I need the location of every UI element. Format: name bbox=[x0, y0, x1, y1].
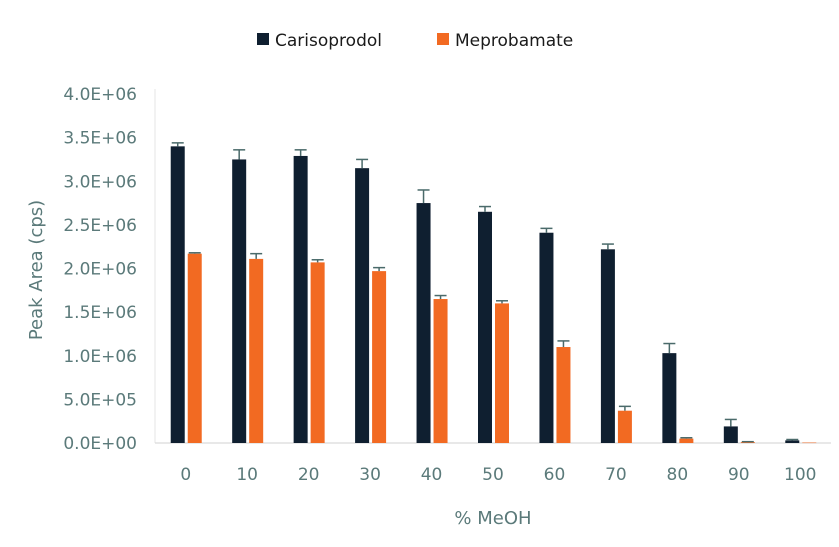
bar-meprobamate bbox=[249, 258, 264, 443]
y-tick-label: 1.0E+06 bbox=[63, 347, 137, 367]
bar-meprobamate bbox=[310, 262, 325, 443]
y-tick-label: 4.0E+06 bbox=[63, 85, 137, 105]
legend-swatch bbox=[257, 33, 269, 45]
bar-carisoprodol bbox=[355, 168, 370, 443]
bar-carisoprodol bbox=[600, 249, 615, 443]
bar-meprobamate bbox=[740, 442, 755, 443]
x-tick-label: 20 bbox=[298, 465, 320, 485]
bar-meprobamate bbox=[617, 410, 632, 443]
y-tick-label: 5.0E+05 bbox=[63, 390, 137, 410]
legend: Carisoprodol Meprobamate bbox=[257, 31, 573, 51]
x-tick-label: 80 bbox=[667, 465, 689, 485]
x-axis-title: % MeOH bbox=[454, 508, 531, 529]
y-axis-title: Peak Area (cps) bbox=[26, 200, 47, 340]
x-tick-label: 30 bbox=[359, 465, 381, 485]
legend-swatch bbox=[437, 33, 449, 45]
y-tick-label: 2.0E+06 bbox=[63, 260, 137, 280]
x-tick-label: 50 bbox=[482, 465, 504, 485]
bar-carisoprodol bbox=[723, 426, 738, 443]
bar-meprobamate bbox=[433, 299, 448, 443]
bar-meprobamate bbox=[372, 271, 387, 443]
legend-label: Meprobamate bbox=[455, 31, 573, 51]
y-tick-label: 3.5E+06 bbox=[63, 129, 137, 149]
bar-meprobamate bbox=[556, 347, 571, 443]
bar-carisoprodol bbox=[662, 353, 677, 443]
x-tick-label: 60 bbox=[544, 465, 566, 485]
x-tick-label: 90 bbox=[728, 465, 750, 485]
x-tick-label: 70 bbox=[605, 465, 627, 485]
y-tick-label: 2.5E+06 bbox=[63, 216, 137, 236]
x-tick-label: 100 bbox=[784, 465, 816, 485]
y-tick-label: 1.5E+06 bbox=[63, 303, 137, 323]
x-tick-label: 10 bbox=[236, 465, 258, 485]
bar-carisoprodol bbox=[293, 155, 308, 443]
bar-carisoprodol bbox=[539, 232, 554, 443]
x-axis: 0 10 20 30 40 50 60 70 80 90 100 bbox=[155, 442, 831, 485]
y-tick-label: 0.0E+00 bbox=[63, 434, 137, 454]
bar-carisoprodol bbox=[232, 159, 247, 443]
bar-meprobamate bbox=[679, 438, 694, 443]
bar-carisoprodol bbox=[785, 440, 800, 443]
bar-carisoprodol bbox=[170, 146, 185, 443]
y-axis: 0.0E+00 5.0E+05 1.0E+06 1.5E+06 2.0E+06 2.5E+… bbox=[63, 85, 156, 454]
x-tick-label: 0 bbox=[180, 465, 191, 485]
y-tick-label: 3.0E+06 bbox=[63, 172, 137, 192]
bar-meprobamate bbox=[187, 253, 202, 443]
bars bbox=[170, 142, 817, 444]
bar-carisoprodol bbox=[478, 211, 492, 443]
x-tick-label: 40 bbox=[421, 465, 443, 485]
bar-carisoprodol bbox=[416, 203, 431, 443]
bar-meprobamate bbox=[495, 303, 509, 443]
legend-label: Carisoprodol bbox=[275, 31, 382, 51]
bar-meprobamate bbox=[802, 442, 817, 444]
